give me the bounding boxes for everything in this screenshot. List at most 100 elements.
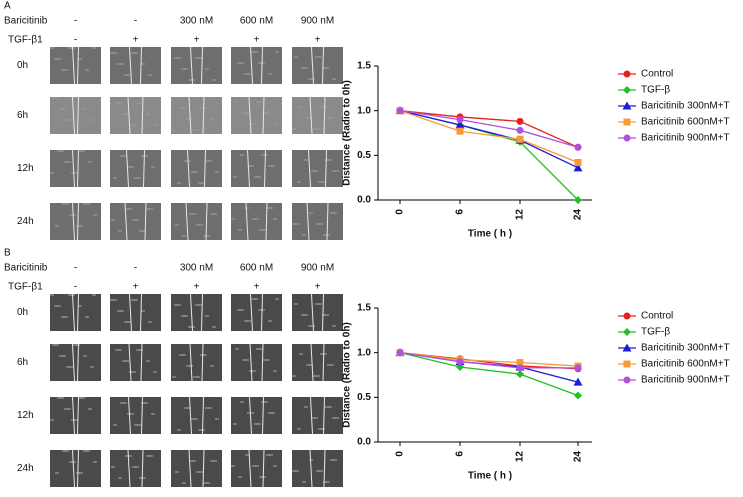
wound-edge: [77, 396, 79, 435]
texture: [118, 230, 122, 232]
column-header: 600 nM: [240, 16, 273, 27]
texture: [64, 69, 68, 71]
texture: [141, 310, 145, 312]
texture: [268, 320, 272, 322]
y-tick-label: 1.0: [357, 105, 371, 116]
texture: [62, 108, 66, 110]
wound-edge: [306, 202, 310, 241]
micrograph: [50, 396, 101, 435]
texture: [117, 63, 121, 65]
wound-edge: [323, 396, 325, 435]
wound-edge: [264, 149, 266, 188]
texture: [273, 370, 277, 372]
wound-edge: [185, 202, 189, 241]
wound-edge: [247, 149, 250, 188]
image-background: [50, 344, 101, 381]
y-axis-label: Distance (Radio to 0h): [342, 322, 353, 428]
wound-edge: [188, 449, 192, 488]
wound-edge: [249, 396, 252, 435]
wound-edge: [144, 202, 147, 241]
texture: [240, 154, 244, 156]
texture: [59, 108, 63, 110]
texture: [50, 419, 54, 421]
texture: [247, 165, 251, 167]
texture: [118, 349, 122, 351]
micrograph: [231, 449, 282, 488]
texture: [332, 78, 336, 80]
texture: [313, 128, 317, 130]
texture: [304, 67, 308, 69]
micrograph: [110, 396, 161, 435]
texture: [268, 165, 272, 167]
texture: [85, 316, 89, 318]
texture: [65, 203, 69, 205]
legend-label: Control: [641, 311, 673, 322]
texture: [318, 56, 322, 58]
texture: [205, 315, 209, 317]
texture: [318, 303, 322, 305]
column-header: 600 nM: [240, 263, 273, 274]
texture: [313, 375, 317, 377]
texture: [318, 181, 322, 183]
texture: [231, 465, 235, 467]
texture: [62, 355, 66, 357]
series-line: [399, 352, 579, 367]
texture: [67, 161, 71, 163]
texture: [187, 407, 191, 409]
texture: [90, 119, 94, 121]
texture: [323, 234, 327, 236]
texture: [251, 298, 255, 300]
legend-label: Baricitinib 300nM+T: [641, 101, 730, 112]
micrograph: [110, 96, 161, 135]
series-line: [399, 110, 579, 148]
texture: [86, 450, 90, 452]
image-background: [231, 450, 282, 487]
texture: [81, 150, 85, 152]
texture: [266, 207, 270, 209]
texture: [309, 212, 313, 214]
texture: [263, 359, 267, 361]
micrograph: [231, 293, 282, 332]
texture: [175, 224, 179, 226]
wound-edge: [250, 293, 253, 332]
texture: [264, 154, 268, 156]
texture: [62, 450, 66, 452]
texture: [325, 406, 329, 408]
micrograph: [231, 46, 282, 85]
texture: [115, 349, 119, 351]
micrograph: [171, 149, 222, 188]
texture: [88, 408, 92, 410]
micrograph: [110, 343, 161, 382]
texture: [332, 325, 336, 327]
texture: [297, 428, 301, 430]
y-tick-label: 1.0: [357, 347, 371, 358]
texture: [195, 304, 199, 306]
texture: [174, 304, 178, 306]
series-line: [399, 110, 579, 169]
legend-marker: [623, 70, 631, 78]
texture: [262, 229, 266, 231]
texture: [269, 454, 273, 456]
texture: [124, 321, 128, 323]
wound-edge: [249, 343, 253, 382]
texture: [92, 294, 96, 296]
wound-edge: [323, 96, 326, 135]
texture: [57, 58, 61, 60]
texture: [148, 74, 152, 76]
texture: [50, 172, 54, 174]
texture: [208, 407, 212, 409]
texture: [292, 470, 296, 472]
texture: [113, 177, 117, 179]
legend-marker: [623, 134, 631, 142]
wound-edge: [311, 46, 314, 85]
image-background: [292, 97, 343, 134]
texture: [328, 159, 332, 161]
wound-edge: [309, 96, 313, 135]
texture: [74, 172, 78, 174]
texture: [83, 108, 87, 110]
texture: [61, 69, 65, 71]
texture: [191, 79, 195, 81]
texture: [196, 471, 200, 473]
texture: [79, 225, 83, 227]
texture: [330, 117, 334, 119]
